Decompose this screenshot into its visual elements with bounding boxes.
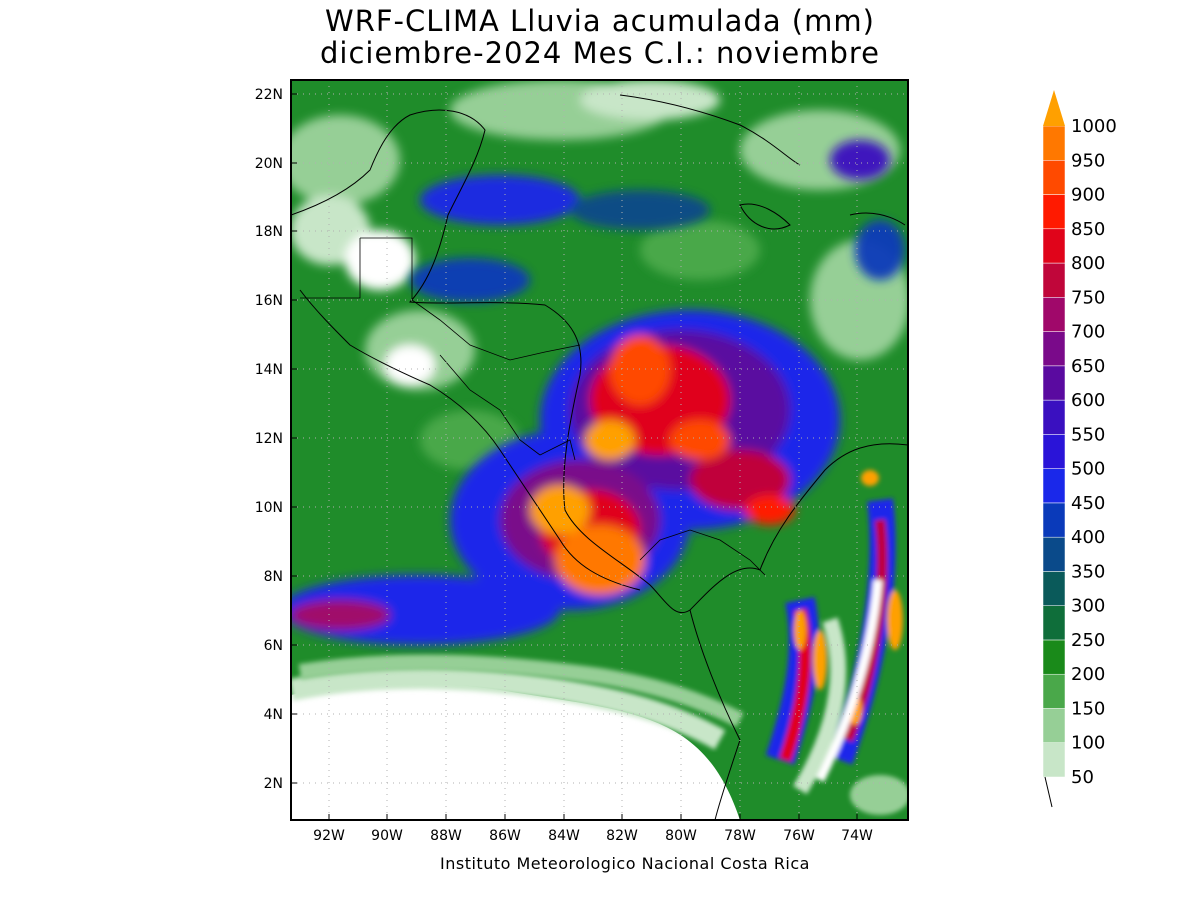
map-frame	[290, 79, 909, 821]
lat-tick-label: 2N	[264, 776, 283, 792]
coastlines	[291, 94, 908, 820]
colorbar-label: 750	[1071, 287, 1105, 308]
colorbar-extend-arrow	[1043, 90, 1065, 126]
borders	[300, 237, 766, 576]
lon-tick-label: 90W	[371, 828, 403, 844]
colorbar-label: 50	[1071, 767, 1094, 788]
colorbar-swatch	[1042, 160, 1066, 195]
colorbar-label: 350	[1071, 561, 1105, 582]
colorbar-swatch	[1042, 468, 1066, 504]
colorbar-tail	[1044, 776, 1053, 808]
lat-tick-label: 6N	[264, 638, 283, 654]
lon-tick-label: 78W	[724, 828, 756, 844]
colorbar-swatch	[1042, 297, 1066, 332]
colorbar-label: 950	[1071, 150, 1105, 171]
colorbar-swatch	[1042, 571, 1066, 606]
lon-tick-label: 82W	[606, 828, 638, 844]
map-title-line2: diciembre-2024 Mes C.I.: noviembre	[320, 36, 880, 70]
colorbar-label: 800	[1071, 253, 1105, 274]
precipitation-field	[291, 80, 908, 820]
colorbar-swatch	[1042, 434, 1066, 469]
grid	[291, 80, 908, 820]
colorbar-label: 250	[1071, 630, 1105, 651]
lon-tick-label: 76W	[783, 828, 815, 844]
lat-tick-label: 8N	[264, 569, 283, 585]
colorbar-label: 300	[1071, 596, 1105, 617]
colorbar-label: 100	[1071, 733, 1105, 754]
map-title-line1: WRF-CLIMA Lluvia acumulada (mm)	[325, 4, 875, 38]
colorbar-swatch	[1042, 262, 1066, 298]
colorbar-swatch	[1042, 605, 1066, 641]
colorbar-label: 150	[1071, 698, 1105, 719]
colorbar-swatch	[1042, 125, 1066, 161]
lat-tick-label: 10N	[255, 500, 283, 516]
colorbar-swatch	[1042, 639, 1066, 675]
lon-tick-label: 74W	[841, 828, 873, 844]
lon-tick-label: 92W	[313, 828, 345, 844]
colorbar-swatch	[1042, 399, 1066, 435]
colorbar-swatch	[1042, 536, 1066, 572]
colorbar-label: 200	[1071, 664, 1105, 685]
colorbar-swatch	[1042, 365, 1066, 401]
colorbar-swatch	[1042, 673, 1066, 709]
colorbar-label: 650	[1071, 356, 1105, 377]
lat-tick-label: 14N	[255, 362, 283, 378]
lon-tick-label: 86W	[489, 828, 521, 844]
colorbar-swatch	[1042, 331, 1066, 367]
colorbar-label: 550	[1071, 424, 1105, 445]
colorbar-label: 500	[1071, 459, 1105, 480]
colorbar-label: 400	[1071, 527, 1105, 548]
colorbar-swatch	[1042, 502, 1066, 538]
lon-tick-label: 84W	[548, 828, 580, 844]
lon-tick-label: 80W	[665, 828, 697, 844]
colorbar-swatch	[1042, 194, 1066, 230]
lat-tick-label: 20N	[255, 156, 283, 172]
colorbar-label: 450	[1071, 493, 1105, 514]
lat-ticks: 22N 20N 18N 16N 14N 12N 10N 8N 6N 4N 2N	[255, 87, 297, 792]
lat-tick-label: 22N	[255, 87, 283, 103]
colorbar-label: 850	[1071, 219, 1105, 240]
credit-line: Instituto Meteorologico Nacional Costa R…	[440, 854, 810, 873]
lat-tick-label: 12N	[255, 431, 283, 447]
colorbar-label: 700	[1071, 322, 1105, 343]
lon-tick-label: 88W	[430, 828, 462, 844]
lat-tick-label: 18N	[255, 224, 283, 240]
lat-tick-label: 4N	[264, 707, 283, 723]
colorbar-label: 600	[1071, 390, 1105, 411]
colorbar-legend: 50 100 150 200 250 300 350 400 450 500 550 600 650 70…	[1042, 90, 1117, 808]
colorbar-label: 1000	[1071, 116, 1117, 137]
colorbar-swatch	[1042, 742, 1066, 778]
lon-ticks: 92W 90W 88W 86W 84W 82W 80W 78W 76W 74W	[313, 814, 873, 844]
colorbar-swatch	[1042, 228, 1066, 264]
lat-tick-label: 16N	[255, 293, 283, 309]
colorbar-swatch	[1042, 708, 1066, 743]
colorbar-label: 900	[1071, 185, 1105, 206]
